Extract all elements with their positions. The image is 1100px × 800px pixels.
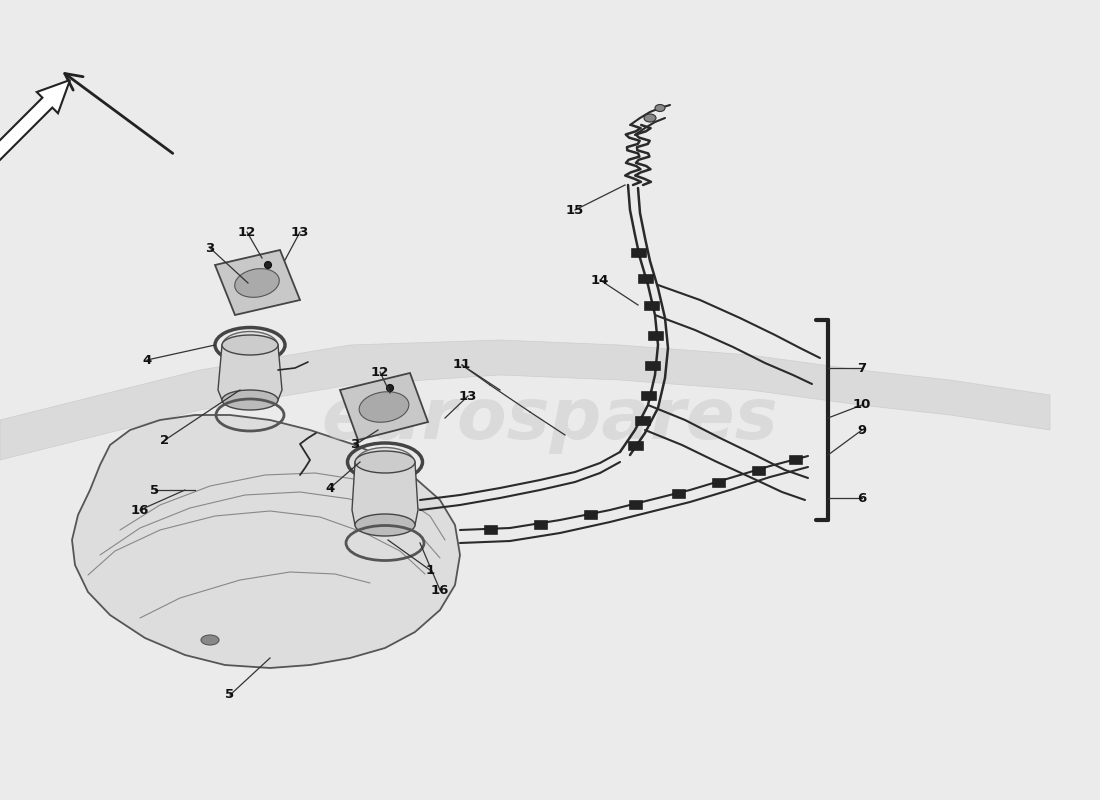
Bar [484,525,497,534]
Bar [644,301,659,310]
Text: 12: 12 [371,366,389,378]
Text: 5: 5 [226,689,234,702]
Text: 13: 13 [459,390,477,402]
Text: 3: 3 [206,242,214,254]
Ellipse shape [222,335,278,355]
Ellipse shape [264,262,272,269]
Ellipse shape [356,447,414,477]
Bar [672,489,685,498]
Text: 16: 16 [431,583,449,597]
Text: 11: 11 [453,358,471,371]
Polygon shape [352,462,418,525]
Ellipse shape [222,390,278,410]
Polygon shape [340,373,428,440]
Ellipse shape [644,114,656,122]
Text: 3: 3 [351,438,360,451]
Bar [712,478,725,487]
Polygon shape [0,80,70,168]
Text: 4: 4 [326,482,334,494]
Text: 10: 10 [852,398,871,411]
Bar [641,391,656,400]
Text: 2: 2 [161,434,169,446]
Text: 13: 13 [290,226,309,238]
Bar [631,248,646,257]
Text: 16: 16 [131,503,150,517]
Bar [645,361,660,370]
Text: 4: 4 [142,354,152,366]
Polygon shape [218,345,282,400]
Ellipse shape [355,451,415,473]
Ellipse shape [234,269,279,298]
Text: 6: 6 [857,491,867,505]
Polygon shape [0,340,1050,460]
Text: 15: 15 [565,203,584,217]
Bar [584,510,597,519]
Text: 9: 9 [857,423,867,437]
Bar [789,455,802,464]
Text: eurospares: eurospares [321,386,779,454]
Bar [629,500,642,509]
Text: 7: 7 [857,362,867,374]
Text: 12: 12 [238,226,256,238]
Bar [534,520,547,529]
Bar [635,416,650,425]
Text: 1: 1 [426,563,434,577]
Bar [638,274,653,283]
Bar [628,441,643,450]
Ellipse shape [222,331,277,358]
Ellipse shape [355,514,415,536]
Bar [752,466,764,475]
Ellipse shape [201,635,219,645]
Bar [648,331,663,340]
Ellipse shape [360,392,409,422]
Ellipse shape [654,105,666,111]
Polygon shape [214,250,300,315]
Text: 14: 14 [591,274,609,286]
Text: 5: 5 [151,483,160,497]
Ellipse shape [386,385,394,391]
Polygon shape [72,415,460,668]
